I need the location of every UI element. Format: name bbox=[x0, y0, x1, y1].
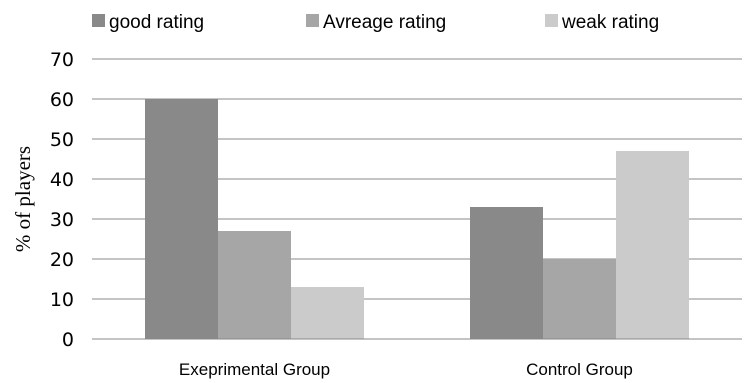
x-axis-categories: Exeprimental Group Control Group bbox=[179, 360, 633, 379]
legend-label: good rating bbox=[109, 12, 204, 33]
y-tick-label: 10 bbox=[50, 289, 74, 311]
x-category-label: Exeprimental Group bbox=[179, 360, 330, 379]
bar-weak-rating-1 bbox=[616, 151, 689, 339]
legend: good rating Avreage rating weak rating bbox=[92, 12, 659, 33]
y-axis-title: % of players bbox=[11, 146, 35, 252]
legend-label: weak rating bbox=[561, 12, 659, 33]
legend-item: good rating bbox=[92, 12, 204, 33]
legend-item: Avreage rating bbox=[306, 12, 446, 33]
y-tick-label: 0 bbox=[62, 329, 74, 351]
legend-item: weak rating bbox=[545, 12, 659, 33]
y-tick-label: 30 bbox=[50, 209, 74, 231]
legend-swatch bbox=[545, 14, 558, 27]
y-tick-label: 50 bbox=[50, 129, 74, 151]
bar-avreage-rating-0 bbox=[218, 231, 291, 339]
legend-swatch bbox=[306, 14, 319, 27]
bars bbox=[145, 99, 689, 339]
bar-good-rating-1 bbox=[470, 207, 543, 339]
bar-weak-rating-0 bbox=[291, 287, 364, 339]
y-tick-label: 60 bbox=[50, 89, 74, 111]
y-tick-label: 20 bbox=[50, 249, 74, 271]
y-axis-ticks: 0 10 20 30 40 50 60 70 bbox=[50, 49, 74, 351]
bar-good-rating-0 bbox=[145, 99, 218, 339]
legend-label: Avreage rating bbox=[323, 12, 446, 33]
legend-swatch bbox=[92, 14, 105, 27]
y-tick-label: 40 bbox=[50, 169, 74, 191]
bar-avreage-rating-1 bbox=[543, 259, 616, 339]
x-category-label: Control Group bbox=[526, 360, 633, 379]
y-tick-label: 70 bbox=[50, 49, 74, 71]
